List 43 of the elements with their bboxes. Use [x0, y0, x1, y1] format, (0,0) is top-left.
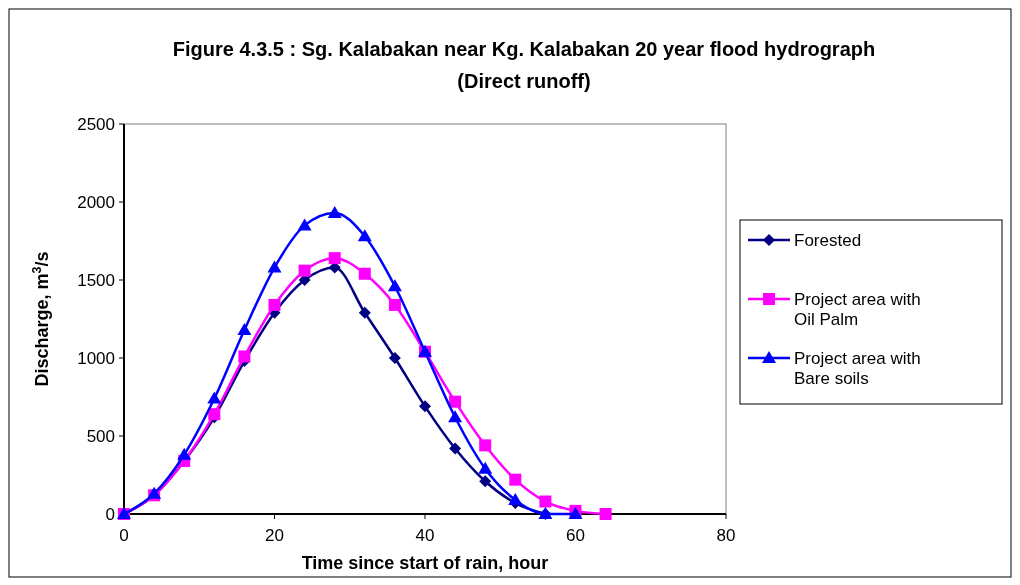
point — [207, 391, 222, 404]
point — [599, 508, 612, 520]
y-tick-label: 0 — [105, 504, 115, 524]
point — [327, 205, 342, 218]
x-tick-label: 60 — [566, 526, 585, 545]
point — [297, 218, 312, 231]
point — [328, 252, 341, 265]
point — [479, 475, 492, 488]
legend-label: Project area with Oil Palm — [794, 289, 921, 330]
point — [267, 260, 282, 273]
point — [508, 492, 523, 505]
point — [478, 461, 493, 474]
point — [357, 229, 372, 242]
point — [509, 473, 522, 486]
point — [388, 298, 401, 311]
y-tick-label: 500 — [86, 426, 115, 446]
legend-label: Project area with Bare soils — [794, 348, 921, 389]
point — [449, 395, 462, 408]
point — [449, 442, 462, 455]
point — [388, 352, 401, 364]
point — [237, 322, 252, 335]
point — [539, 495, 552, 508]
point — [479, 439, 492, 452]
point — [387, 279, 402, 292]
y-tick-label: 2500 — [77, 114, 115, 134]
x-tick-label: 80 — [716, 526, 736, 545]
y-tick-label: 1500 — [77, 270, 115, 290]
x-tick-label: 40 — [415, 526, 435, 545]
x-axis-title: Time since start of rain, hour — [301, 553, 549, 573]
x-tick-label: 20 — [265, 526, 284, 545]
point — [358, 306, 371, 319]
point — [298, 264, 311, 277]
point — [177, 447, 192, 460]
point — [268, 298, 281, 311]
legend-label: Forested — [794, 230, 862, 250]
point — [448, 410, 463, 423]
y-tick-label: 2000 — [77, 192, 115, 212]
y-tick-label: 1000 — [77, 348, 115, 368]
point — [358, 267, 371, 280]
point — [419, 400, 431, 413]
x-tick-label: 0 — [119, 526, 129, 545]
chart-title: Figure 4.3.5 : Sg. Kalabakan near Kg. Kalabakan 20 year flood hydrograph (Direct runoff) — [172, 38, 876, 92]
point — [238, 350, 251, 363]
